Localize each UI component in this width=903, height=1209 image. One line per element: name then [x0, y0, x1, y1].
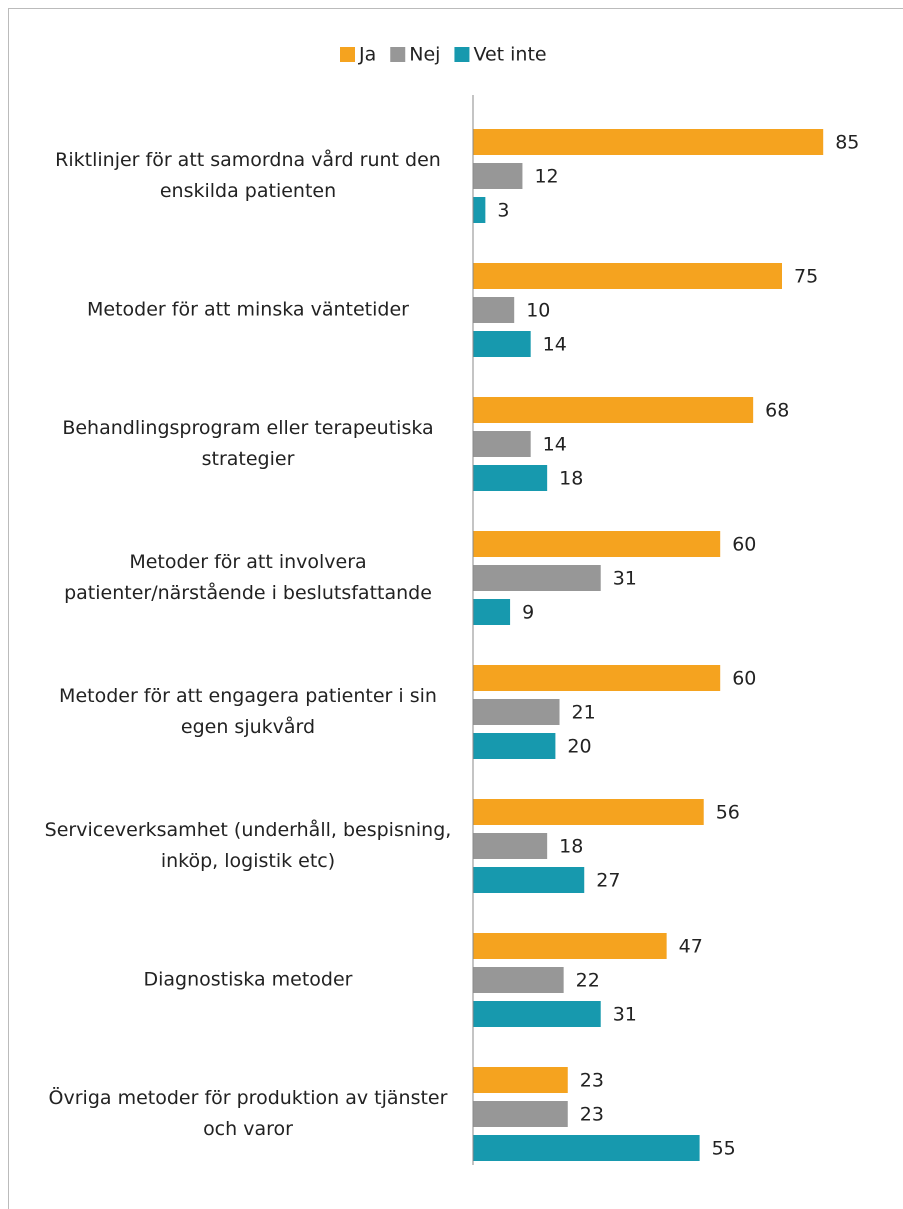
bar [473, 933, 667, 959]
bar [473, 297, 515, 323]
value-label: 14 [543, 334, 567, 356]
value-label: 31 [613, 568, 637, 590]
bar [473, 799, 704, 825]
category-label: Metoder för att minska väntetider [87, 298, 409, 321]
legend-label: Ja [358, 44, 376, 66]
bar [473, 699, 560, 725]
value-label: 23 [580, 1070, 604, 1092]
legend-swatch [390, 47, 406, 62]
value-label: 23 [580, 1104, 604, 1126]
bar [473, 1067, 568, 1093]
value-label: 85 [835, 132, 859, 154]
bar [473, 1101, 568, 1127]
category-label: Behandlingsprogram eller terapeutiska st… [62, 417, 434, 470]
category-label: Serviceverksamhet (underhåll, bespisning… [44, 819, 452, 872]
value-label: 20 [567, 736, 591, 758]
value-label: 3 [497, 200, 509, 222]
value-label: 47 [679, 936, 703, 958]
bar [473, 565, 601, 591]
category-label: Övriga metoder för produktion av tjänste… [48, 1087, 448, 1140]
bar [473, 431, 531, 457]
value-label: 12 [534, 166, 558, 188]
value-label: 18 [559, 468, 583, 490]
bar [473, 197, 486, 223]
category-label: Riktlinjer för att samordna vård runt de… [55, 149, 441, 202]
category-label: Metoder för att engagera patienter i sin… [59, 685, 437, 738]
bar [473, 129, 824, 155]
bar [473, 263, 782, 289]
value-label: 68 [765, 400, 789, 422]
value-label: 56 [716, 802, 740, 824]
bar [473, 665, 721, 691]
bar [473, 599, 511, 625]
category-label: Metoder för att involvera patienter/närs… [64, 551, 432, 604]
bar [473, 1001, 601, 1027]
value-label: 60 [732, 534, 756, 556]
category-label: Diagnostiska metoder [143, 968, 353, 991]
value-label: 9 [522, 602, 534, 624]
value-label: 60 [732, 668, 756, 690]
bar [473, 967, 564, 993]
value-label: 14 [543, 434, 567, 456]
value-label: 31 [613, 1004, 637, 1026]
bar [473, 733, 556, 759]
value-label: 27 [596, 870, 620, 892]
bar [473, 531, 721, 557]
value-label: 22 [576, 970, 600, 992]
bar [473, 465, 548, 491]
bar [473, 833, 548, 859]
legend-label: Vet inte [473, 44, 546, 66]
value-label: 10 [526, 300, 550, 322]
bar [473, 397, 754, 423]
chart-frame [8, 8, 903, 1209]
legend-label: Nej [409, 44, 440, 66]
bar [473, 331, 531, 357]
value-label: 18 [559, 836, 583, 858]
bar [473, 867, 585, 893]
legend-swatch [340, 47, 355, 62]
value-label: 55 [712, 1138, 736, 1160]
value-label: 75 [794, 266, 818, 288]
bar [473, 163, 523, 189]
legend-swatch [454, 47, 470, 62]
value-label: 21 [572, 702, 596, 724]
bar [473, 1135, 700, 1161]
